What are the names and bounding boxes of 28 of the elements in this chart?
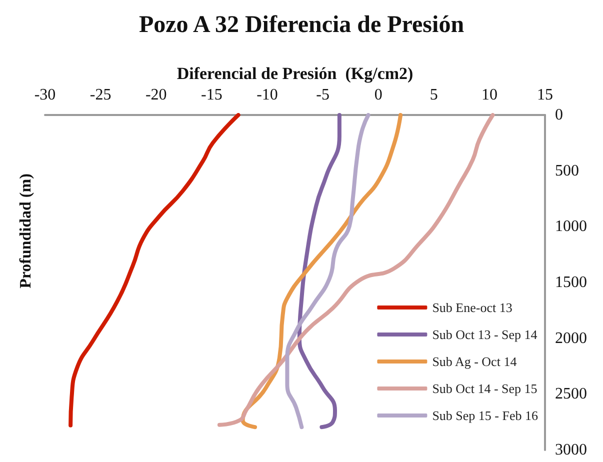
x-tick-label: 10 [481, 86, 498, 104]
line-series [68, 113, 240, 428]
x-tick-label: -5 [316, 86, 330, 104]
legend-label: Sub Ag - Oct 14 [432, 354, 518, 369]
legend-label: Sub Sep 15 - Feb 16 [432, 408, 538, 423]
legend-label: Sub Oct 13 - Sep 14 [432, 327, 538, 342]
x-tick-label: -15 [201, 86, 222, 104]
line-series [297, 113, 342, 430]
y-tick-label: 1500 [555, 274, 587, 291]
x-tick-label: -20 [145, 86, 167, 104]
x-tick-label: -25 [90, 86, 112, 104]
y-tick-label: 2000 [555, 330, 587, 347]
y-tick-label: 2500 [555, 386, 587, 403]
chart-title: Pozo A 32 Diferencia de Presión [138, 12, 464, 38]
y-tick-label: 3000 [555, 442, 587, 458]
x-tick-label: 15 [537, 86, 553, 104]
y-tick-label: 500 [555, 162, 579, 180]
x-tick-label: 0 [374, 86, 382, 104]
line-series [285, 113, 370, 430]
legend-label: Sub Oct 14 - Sep 15 [432, 381, 538, 396]
y-tick-label: 0 [555, 106, 563, 124]
x-tick-label: -30 [34, 86, 56, 104]
legend-label: Sub Ene-oct 13 [432, 300, 512, 315]
y-axis-title: Profundidad (m) [18, 174, 34, 288]
x-tick-label: -10 [256, 86, 278, 104]
x-tick-label: 5 [430, 86, 438, 104]
x-axis-title: Diferencial de Presión (Kg/cm2) [176, 64, 414, 84]
y-tick-label: 1000 [555, 218, 587, 236]
